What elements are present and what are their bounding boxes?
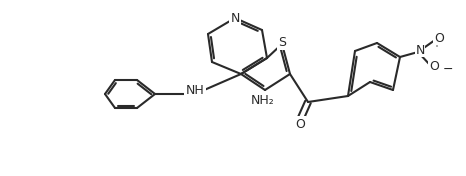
Text: −: − [443, 62, 453, 76]
Text: NH: NH [185, 84, 205, 98]
Text: N: N [415, 43, 425, 56]
Text: +: + [432, 39, 440, 49]
Text: NH₂: NH₂ [251, 93, 275, 106]
Text: N: N [230, 11, 240, 24]
Text: O: O [295, 118, 305, 130]
Text: O: O [429, 61, 439, 74]
Text: O: O [434, 32, 444, 45]
Text: S: S [278, 36, 286, 49]
